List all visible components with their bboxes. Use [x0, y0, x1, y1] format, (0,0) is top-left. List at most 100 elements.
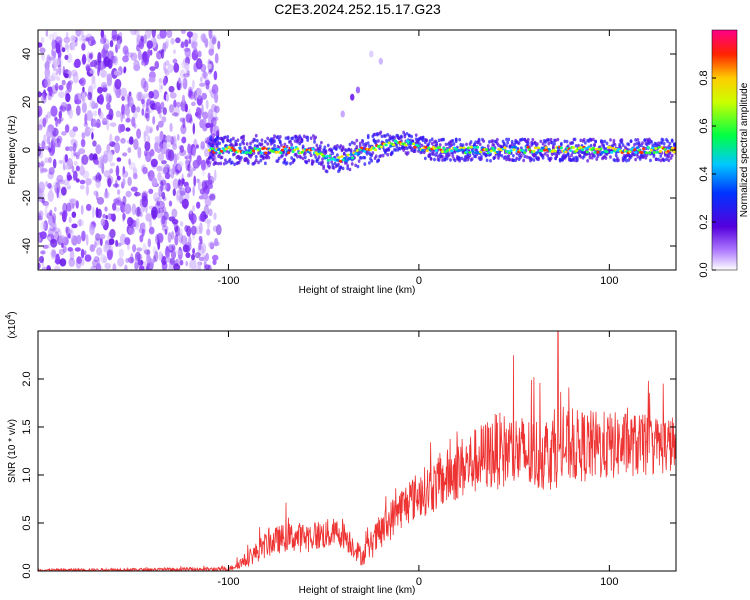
spectrogram-cell — [99, 94, 104, 105]
spectrogram-cell — [279, 135, 282, 139]
spectrogram-cell — [117, 176, 121, 181]
spectrogram-cell — [185, 252, 190, 258]
spectrogram-cell — [208, 142, 211, 146]
spectrogram-cell — [283, 158, 286, 162]
spectrogram-cell — [173, 49, 175, 54]
spectrogram-cell — [363, 156, 366, 160]
spectrogram-cell — [613, 139, 616, 143]
spectrogram-cell — [68, 247, 73, 251]
spectrogram-cell — [82, 171, 89, 179]
spectrogram-cell — [426, 149, 429, 152]
snr-x-tick-label: -100 — [217, 576, 239, 588]
spectrogram-cell — [101, 218, 106, 226]
spectrogram-cell — [152, 116, 155, 125]
spectrogram-cell — [63, 246, 67, 253]
spectrogram-cell — [509, 149, 512, 152]
spectrogram-cell — [671, 147, 674, 150]
spectrogram-cell — [109, 238, 115, 245]
spectrogram-cell — [663, 142, 666, 146]
spectrogram-cell — [662, 138, 665, 142]
spectrogram-cell — [350, 94, 354, 101]
spectrogram-cell — [90, 82, 96, 90]
spectrogram-cell — [641, 151, 644, 154]
spectrogram-cell — [48, 190, 54, 202]
spectrogram-cell — [125, 191, 131, 198]
spectrogram-cell — [641, 141, 644, 145]
spectrogram-cell — [258, 148, 261, 151]
spectrogram-cell — [163, 142, 167, 149]
spectrogram-cell — [599, 147, 602, 150]
spectrogram-cell — [633, 148, 636, 151]
spectrogram-cell — [374, 148, 377, 151]
spectrogram-cell — [73, 61, 80, 68]
spectrogram-cell — [130, 52, 137, 60]
spectrogram-cell — [431, 137, 434, 141]
spectrogram-cell — [191, 102, 196, 107]
spectrogram-cell — [263, 147, 266, 150]
spectrogram-cell — [377, 158, 380, 162]
spectrogram-cell — [576, 158, 579, 162]
spectrogram-cell — [79, 219, 82, 227]
spectrogram-cell — [328, 155, 331, 158]
spectrogram-cell — [51, 49, 53, 57]
spectrogram-cell — [180, 145, 184, 153]
spectrogram-cell — [71, 224, 77, 229]
spectrogram-cell — [284, 148, 287, 151]
spectrogram-cell — [311, 148, 314, 151]
spectrogram-cell — [267, 156, 270, 160]
spectrogram-cell — [273, 139, 276, 143]
spectrogram-cell — [181, 41, 185, 48]
spectrogram-cell — [217, 148, 220, 151]
spectrogram-cell — [200, 141, 205, 149]
spectrogram-cell — [648, 151, 651, 154]
spectrogram-cell — [110, 122, 117, 126]
spectrogram-cell — [242, 135, 245, 139]
spectrogram-cell — [527, 138, 530, 142]
spectrogram-cell — [520, 154, 523, 158]
spectrogram-cell — [44, 78, 50, 87]
spectrogram-cell — [65, 226, 68, 233]
spectrogram-cell — [609, 146, 612, 149]
spectrogram-cell — [327, 159, 330, 162]
spectrogram-cell — [154, 141, 158, 151]
spectrogram-cell — [471, 157, 474, 161]
spectrogram-cell — [201, 243, 206, 254]
spectrogram-cell — [81, 43, 85, 51]
spectrogram-cell — [322, 166, 325, 170]
spectrogram-cell — [173, 63, 179, 73]
spectrogram-cell — [637, 138, 640, 142]
spectrogram-cell — [74, 94, 79, 104]
spectrogram-cell — [496, 151, 499, 154]
spectrogram-cell — [482, 139, 485, 143]
spectrogram-cell — [181, 28, 186, 34]
chart-canvas: -1000100-40-2002040 Height of straight l… — [0, 0, 750, 600]
spectrogram-cell — [63, 210, 68, 218]
spectrogram-cell — [214, 92, 218, 103]
spectrogram-cell — [441, 155, 444, 159]
spectrogram-cell — [341, 111, 345, 118]
spectrogram-cell — [136, 218, 140, 229]
spectrogram-cell — [349, 168, 352, 172]
spectrogram-cell — [161, 102, 165, 109]
spectrogram-cell — [208, 241, 215, 247]
spectrogram-cell — [392, 143, 395, 146]
spectrogram-cell — [117, 40, 121, 50]
spectrogram-cell — [584, 147, 587, 150]
spectrogram-cell — [70, 159, 72, 164]
spectrogram-cell — [179, 228, 182, 235]
spectrogram-cell — [39, 213, 42, 219]
spectrogram-cell — [458, 149, 461, 152]
spectrogram-cell — [424, 146, 427, 149]
spectrogram-cell — [438, 158, 441, 162]
spectrogram-cell — [86, 65, 91, 71]
spectrogram-cell — [221, 156, 224, 160]
spectrogram-cell — [46, 265, 51, 273]
spectrogram-cell — [124, 203, 131, 214]
spectrogram-cell — [213, 117, 218, 121]
spectrogram-cell — [196, 155, 201, 166]
spectrogram-cell — [97, 209, 102, 219]
spectrogram-cell — [273, 148, 276, 151]
spectrogram-cell — [82, 95, 85, 101]
spectrogram-cell — [141, 52, 148, 63]
spectrogram-cell — [92, 140, 96, 146]
